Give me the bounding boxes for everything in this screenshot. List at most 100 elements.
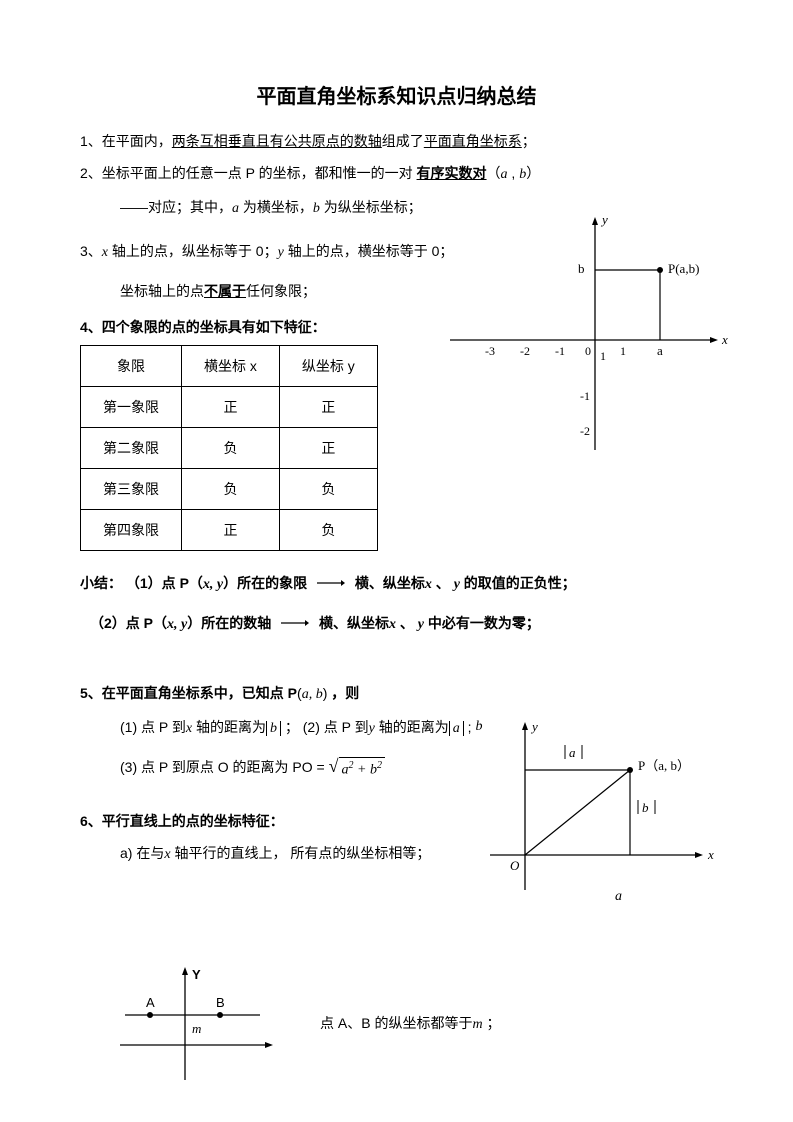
table-header-2: 纵坐标 y bbox=[279, 346, 377, 387]
svg-text:-3: -3 bbox=[485, 344, 495, 358]
s1-b: ）所在的象限 bbox=[223, 575, 307, 591]
s5-1d: 轴的距离为 bbox=[375, 719, 449, 735]
summary-label: 小结： bbox=[80, 575, 122, 591]
s6-note-b: ； bbox=[483, 1015, 501, 1031]
y-axis-label-2: y bbox=[530, 719, 538, 734]
sec5-ab: a, b bbox=[302, 687, 323, 702]
point-p-label-2: P（a, b） bbox=[638, 758, 690, 773]
abs-b-label: b bbox=[638, 800, 655, 815]
page-title: 平面直角坐标系知识点归纳总结 bbox=[80, 80, 713, 109]
p2l2-var-a: a bbox=[232, 201, 239, 216]
table-row: 第二象限负正 bbox=[81, 428, 378, 469]
p3l2-c: 任何象限； bbox=[246, 283, 316, 299]
p3l2-underline: 不属于 bbox=[204, 283, 246, 299]
s2-c: 横、纵坐标 bbox=[319, 615, 389, 631]
p2-comma: , bbox=[508, 165, 520, 181]
coordinate-graph-2: x y O P（a, b） a b a bbox=[470, 715, 720, 905]
svg-text:1: 1 bbox=[600, 349, 606, 363]
point-b-label: B bbox=[216, 995, 225, 1010]
paragraph-2: 2、坐标平面上的任意一点 P 的坐标，都和惟一的一对 有序实数对（a , b） bbox=[80, 159, 713, 189]
s2-x: x bbox=[389, 617, 396, 632]
s5-1b: 轴的距离为 bbox=[192, 719, 266, 735]
summary-1: 小结： （1）点 P（x, y）所在的象限 横、纵坐标x 、 y 的取值的正负性… bbox=[80, 569, 713, 599]
p2-underline: 有序实数对 bbox=[417, 165, 487, 181]
s5-3a: (3) 点 P 到原点 O 的距离为 PO = bbox=[120, 759, 329, 775]
p1-text-e: ； bbox=[522, 133, 536, 149]
abs-a: a bbox=[449, 721, 464, 736]
section-6-note: 点 A、B 的纵坐标都等于m ； bbox=[320, 1009, 500, 1039]
svg-text:-1: -1 bbox=[555, 344, 565, 358]
s6-b: 轴平行的直线上， 所有点的纵坐标相等； bbox=[171, 845, 431, 861]
svg-text:0: 0 bbox=[585, 344, 591, 358]
coordinate-graph-1: x y -3 -2 -1 0 1 1 -1 -2 P(a,b) b a bbox=[440, 210, 730, 460]
table-header-1: 横坐标 x bbox=[182, 346, 280, 387]
p2-text-a: 2、坐标平面上的任意一点 P 的坐标，都和惟一的一对 bbox=[80, 165, 417, 181]
point-p-label: P(a,b) bbox=[668, 261, 699, 276]
arrow-icon bbox=[317, 569, 345, 597]
p2l2-var-b: b bbox=[313, 201, 320, 216]
s5-1c: ； (2) 点 P 到 bbox=[281, 719, 369, 735]
s2-b: ）所在的数轴 bbox=[187, 615, 271, 631]
paragraph-1: 1、在平面内，两条互相垂直且有公共原点的数轴组成了平面直角坐标系； bbox=[80, 127, 713, 155]
point-a-label: A bbox=[146, 995, 155, 1010]
s5-1a: (1) 点 P 到 bbox=[120, 719, 186, 735]
table-row: 第一象限正正 bbox=[81, 387, 378, 428]
s1-d: 、 bbox=[432, 575, 454, 591]
table-row: 第四象限正负 bbox=[81, 510, 378, 551]
s2-xy: x, y bbox=[167, 617, 187, 632]
x-axis-label: x bbox=[721, 332, 728, 347]
svg-text:-2: -2 bbox=[520, 344, 530, 358]
m-label: m bbox=[192, 1021, 201, 1036]
b-label: b bbox=[578, 261, 585, 276]
p3-b: 轴上的点，纵坐标等于 0； bbox=[108, 243, 278, 259]
s1-e: 的取值的正负性； bbox=[460, 575, 576, 591]
p2-paren-close: ） bbox=[526, 165, 540, 181]
svg-text:a: a bbox=[569, 745, 576, 760]
coordinate-graph-3: Y A B m bbox=[110, 965, 280, 1085]
p2l2-c: 为纵坐标坐标； bbox=[320, 199, 422, 215]
s6-note-m: m bbox=[472, 1017, 482, 1032]
table-row: 第三象限负负 bbox=[81, 469, 378, 510]
abs-a-label: a bbox=[565, 745, 582, 760]
arrow-icon bbox=[281, 609, 309, 637]
sec5-text: 5、在平面直角坐标系中，已知点 P bbox=[80, 685, 297, 701]
svg-text:b: b bbox=[642, 800, 649, 815]
x-axis-label-2: x bbox=[707, 847, 714, 862]
p3l2-a: 坐标轴上的点 bbox=[120, 283, 204, 299]
quadrant-table: 象限 横坐标 x 纵坐标 y 第一象限正正 第二象限负正 第三象限负负 第四象限… bbox=[80, 345, 378, 551]
p2l2-a: ——对应；其中， bbox=[120, 199, 232, 215]
y-axis-label-3: Y bbox=[192, 967, 201, 982]
p2-var-a: a bbox=[501, 167, 508, 182]
p3-c: 轴上的点，横坐标等于 0； bbox=[284, 243, 454, 259]
s1-x: x bbox=[425, 577, 432, 592]
s1-a: （1）点 P（ bbox=[126, 575, 203, 591]
p1-text-a: 1、在平面内， bbox=[80, 133, 172, 149]
origin-label: O bbox=[510, 858, 520, 873]
s1-c: 横、纵坐标 bbox=[355, 575, 425, 591]
p3-a: 3、 bbox=[80, 243, 102, 259]
summary-2: （2）点 P（x, y）所在的数轴 横、纵坐标x 、 y 中必有一数为零； bbox=[80, 609, 713, 639]
s2-a: （2）点 P（ bbox=[90, 615, 167, 631]
a-axis-label: a bbox=[615, 889, 622, 904]
p1-underline-2: 平面直角坐标系 bbox=[424, 133, 522, 149]
s6-a: a) 在与 bbox=[120, 845, 164, 861]
p1-underline-1: 两条互相垂直且有公共原点的数轴 bbox=[172, 133, 382, 149]
s2-e: 中必有一数为零； bbox=[424, 615, 540, 631]
table-body: 第一象限正正 第二象限负正 第三象限负负 第四象限正负 bbox=[81, 387, 378, 551]
sec5-tail: ，则 bbox=[327, 685, 359, 701]
s6-note-a: 点 A、B 的纵坐标都等于 bbox=[320, 1015, 472, 1031]
s1-xy: x, y bbox=[203, 577, 223, 592]
p2-paren-open: （ bbox=[487, 165, 501, 181]
section-5-title: 5、在平面直角坐标系中，已知点 P(a, b) ，则 bbox=[80, 679, 713, 709]
abs-b: b bbox=[266, 721, 281, 736]
svg-text:-1: -1 bbox=[580, 389, 590, 403]
s2-d: 、 bbox=[396, 615, 418, 631]
y-axis-label: y bbox=[600, 212, 608, 227]
svg-text:-2: -2 bbox=[580, 424, 590, 438]
svg-text:1: 1 bbox=[620, 344, 626, 358]
p2l2-b: 为横坐标， bbox=[239, 199, 313, 215]
sqrt-expression: √a2 + b2 bbox=[329, 757, 385, 779]
p1-text-c: 组成了 bbox=[382, 133, 424, 149]
table-header-0: 象限 bbox=[81, 346, 182, 387]
a-label: a bbox=[657, 343, 663, 358]
